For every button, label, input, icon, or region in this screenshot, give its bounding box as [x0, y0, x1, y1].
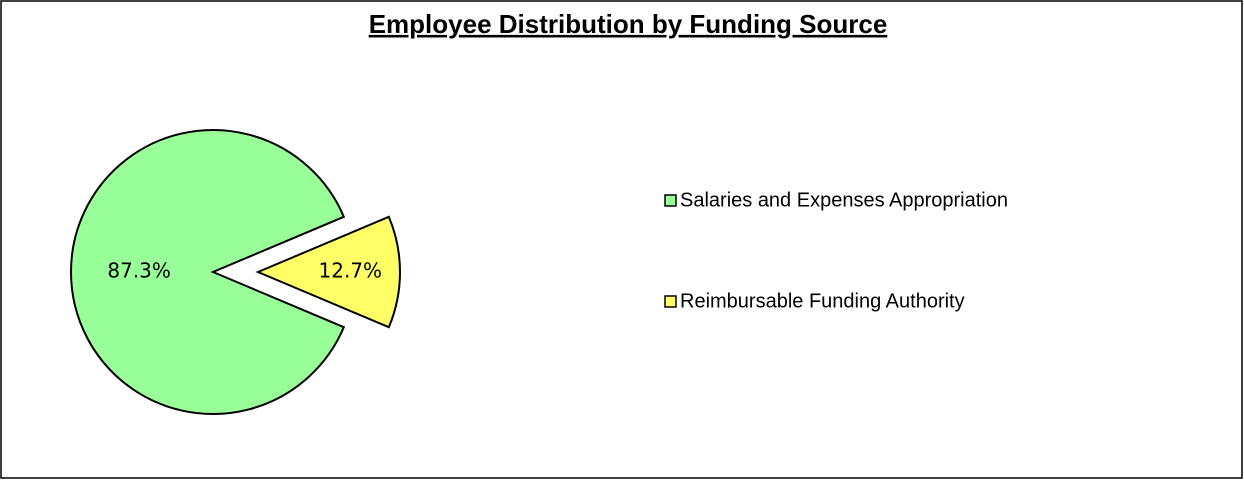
data-label: 12.7% [319, 259, 383, 283]
legend-label: Reimbursable Funding Authority [680, 290, 965, 312]
chart-title: Employee Distribution by Funding Source [369, 9, 888, 39]
legend-swatch [664, 295, 677, 308]
pie-slice [255, 215, 401, 329]
legend-swatch [664, 194, 677, 207]
data-label: 87.3% [107, 259, 171, 283]
pie-slice [70, 129, 346, 415]
legend-label: Salaries and Expenses Appropriation [680, 189, 1008, 211]
